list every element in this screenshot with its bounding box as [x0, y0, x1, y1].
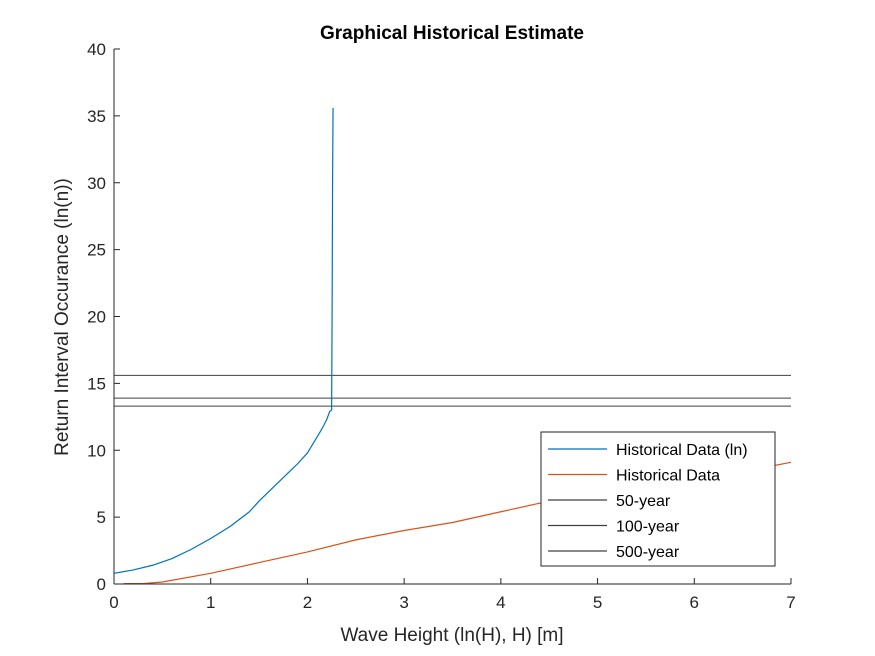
y-tick-label: 0 [97, 575, 106, 594]
legend-label: Historical Data [616, 468, 720, 485]
y-tick-label: 30 [87, 174, 106, 193]
x-tick-label: 1 [206, 593, 215, 612]
y-tick-labels: 0 5 10 15 20 25 30 35 40 [87, 40, 106, 594]
x-tick-label: 5 [593, 593, 602, 612]
legend-label: 100-year [616, 519, 680, 536]
y-tick-label: 5 [97, 508, 106, 527]
axes-layer [113, 48, 792, 585]
x-tick-labels: 0 1 2 3 4 5 6 7 [109, 593, 795, 612]
x-tick-label: 3 [399, 593, 408, 612]
x-tick-label: 2 [303, 593, 312, 612]
legend-entries: Historical Data (ln) Historical Data 50-ye… [548, 442, 748, 561]
x-tick-label: 7 [786, 593, 795, 612]
y-tick-label: 20 [87, 308, 106, 327]
chart-title: Graphical Historical Estimate [320, 23, 584, 44]
legend: Historical Data (ln) Historical Data 50-ye… [540, 431, 776, 567]
y-tick-label: 35 [87, 107, 106, 126]
x-tick-label: 4 [496, 593, 505, 612]
y-tick-label: 10 [87, 441, 106, 460]
x-axis-label: Wave Height (ln(H), H) [m] [340, 625, 563, 646]
x-tick-label: 6 [690, 593, 699, 612]
legend-label: Historical Data (ln) [616, 442, 748, 459]
y-tick-label: 25 [87, 241, 106, 260]
legend-label: 50-year [616, 493, 671, 510]
y-axis-label: Return Interval Occurance (ln(n)) [52, 178, 73, 456]
series-line-historical-data-ln [113, 107, 334, 574]
y-tick-label: 40 [87, 40, 106, 59]
plot-area: 0 1 2 3 4 5 6 7 0 5 10 15 20 25 30 35 40 [87, 40, 796, 612]
legend-box [540, 431, 776, 567]
legend-label: 500-year [616, 544, 680, 561]
y-tick-label: 15 [87, 374, 106, 393]
x-tick-label: 0 [109, 593, 118, 612]
